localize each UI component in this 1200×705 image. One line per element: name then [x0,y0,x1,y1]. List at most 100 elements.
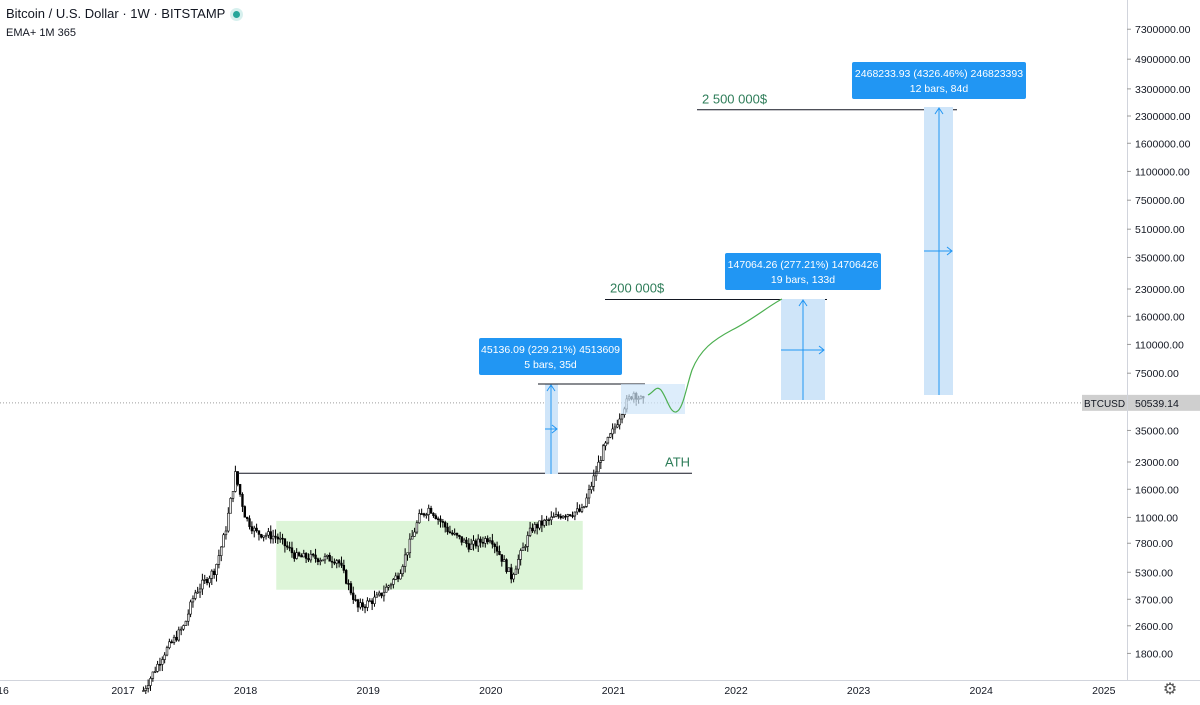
symbol-tag [1082,394,1127,411]
y-tick-label: 3300000.00 [1135,84,1191,96]
candle-body [512,574,515,580]
candle-body [611,428,614,435]
candle-body [488,540,492,543]
candle-body [601,445,605,461]
candle-body [597,461,600,473]
measure-1-arrow-head-icon [546,384,556,392]
candle-body [540,520,544,526]
y-tick-label: 75000.00 [1135,368,1179,380]
candle-body [196,591,199,594]
candle-body [210,570,214,579]
candle-body [389,584,393,587]
candle-body [429,507,433,514]
candle-body [250,526,254,532]
x-tick-label: 2025 [1092,685,1116,697]
candle-body [326,554,329,557]
candle-body [144,688,147,691]
candle-body [316,558,320,563]
candle-body [172,636,176,643]
y-tick-label: 750000.00 [1135,195,1185,207]
x-axis: 16 2017 2018 2019 2020 2021 2022 2023 2024 2025 [0,685,1116,697]
candle-body [335,560,338,564]
candle-body [380,592,383,597]
y-tick-label: 2300000.00 [1135,111,1191,123]
current-consolidation-box[interactable] [621,384,685,414]
measure-3-label-line2: 12 bars, 84d [910,83,969,95]
candle-body [370,600,374,604]
measure-3-arrow-tip-icon [946,246,953,256]
candle-body [238,484,242,495]
candle-body [208,578,211,584]
candle-body [198,588,202,593]
y-tick-label: 1800.00 [1135,648,1173,660]
candle-body [460,536,463,543]
candle-body [361,602,364,608]
projection-curve[interactable] [647,298,783,413]
candle-body [564,515,567,518]
candle-body [234,471,237,492]
candle-body [288,546,291,549]
candle-body [283,538,287,547]
candle-body [276,536,280,540]
measure-1-label-box [479,338,622,375]
y-tick-label: 230000.00 [1135,284,1185,296]
candle-body [333,561,336,564]
candle-body [604,442,607,447]
candle-body [566,514,570,517]
candle-body [257,530,261,535]
measure-3-label-line1: 2468233.93 (4326.46%) 246823393 [855,68,1023,80]
y-axis: 7300000.00 4900000.00 3300000.00 2300000.00… [1127,24,1191,660]
candle-body [528,527,532,536]
candle-body [538,520,541,529]
candle-body [344,570,348,584]
settings-gear-icon[interactable]: ⚙ [1162,681,1178,698]
candle-body [500,554,504,562]
candle-body [550,516,553,521]
x-tick-label: 2023 [847,685,871,697]
candle-body [243,506,247,518]
indicator-legend[interactable]: EMA+ 1M 365 [6,27,77,39]
candle-body [477,538,480,547]
candle-body [418,513,421,524]
candle-body [274,535,277,538]
candle-body [307,558,310,561]
candle-body [290,547,294,554]
candle-body [613,426,617,430]
candle-body [222,534,225,548]
candle-body [521,547,525,551]
candle-body [203,579,206,581]
candle-body [241,494,244,507]
candle-body [175,636,178,641]
candle-body [170,641,173,644]
candle-body [229,498,232,514]
candle-body [262,535,265,538]
candle-body [524,546,527,548]
target-200k-label: 200 000$ [610,281,665,296]
candle-body [366,600,369,608]
candle-body [451,532,454,535]
candle-body [231,491,235,499]
candle-body [609,433,612,438]
candle-body [278,537,282,540]
candle-body [304,553,308,559]
candle-body [505,559,508,572]
candle-body [177,629,180,641]
candle-body [182,625,185,630]
candle-body [557,514,560,517]
candle-body [493,543,496,547]
candle-body [328,554,331,562]
candle-body [571,515,574,517]
candle-body [439,518,442,522]
measure-3-label-box [852,62,1026,99]
measure-2-arrow-tip-icon [818,345,825,355]
candle-body [248,518,251,527]
candle-body [281,537,284,540]
measure-2-label-line2: 19 bars, 133d [771,274,835,286]
candle-body [151,671,155,679]
candle-body [533,524,537,532]
candle-body [517,559,520,570]
candle-body [578,508,581,512]
y-tick-label: 350000.00 [1135,252,1185,264]
candle-body [406,552,409,556]
